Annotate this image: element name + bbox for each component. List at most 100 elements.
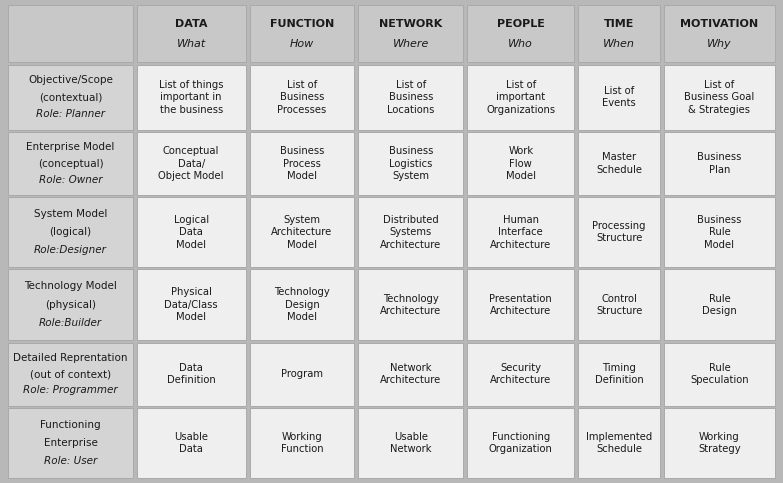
- Text: Business
Plan: Business Plan: [697, 152, 742, 175]
- Bar: [664, 343, 775, 406]
- Bar: [250, 132, 355, 195]
- Text: Master
Schedule: Master Schedule: [596, 152, 642, 175]
- Text: System
Architecture
Model: System Architecture Model: [272, 215, 333, 250]
- Text: Technology
Design
Model: Technology Design Model: [274, 287, 330, 322]
- Bar: [467, 198, 575, 267]
- Text: Who: Who: [508, 39, 533, 49]
- Text: (logical): (logical): [49, 227, 92, 237]
- Text: MOTIVATION: MOTIVATION: [680, 19, 759, 29]
- Bar: [9, 132, 132, 195]
- Bar: [250, 198, 355, 267]
- Bar: [664, 198, 775, 267]
- Text: (physical): (physical): [45, 300, 96, 310]
- Text: System Model: System Model: [34, 209, 107, 219]
- Bar: [359, 132, 464, 195]
- Text: How: How: [290, 39, 314, 49]
- Text: Role: Programmer: Role: Programmer: [23, 385, 117, 396]
- Text: Role:Designer: Role:Designer: [34, 245, 107, 255]
- Text: Presentation
Architecture: Presentation Architecture: [489, 294, 552, 316]
- Text: Technology
Architecture: Technology Architecture: [380, 294, 442, 316]
- Bar: [664, 408, 775, 478]
- Bar: [250, 408, 355, 478]
- Bar: [467, 343, 575, 406]
- Text: Conceptual
Data/
Object Model: Conceptual Data/ Object Model: [158, 146, 224, 181]
- Text: List of
Business
Processes: List of Business Processes: [277, 80, 327, 114]
- Text: NETWORK: NETWORK: [379, 19, 442, 29]
- Bar: [137, 5, 246, 62]
- Bar: [467, 65, 575, 130]
- Bar: [467, 132, 575, 195]
- Text: Control
Structure: Control Structure: [596, 294, 642, 316]
- Bar: [579, 132, 660, 195]
- Text: Distributed
Systems
Architecture: Distributed Systems Architecture: [380, 215, 442, 250]
- Bar: [359, 343, 464, 406]
- Bar: [137, 408, 246, 478]
- Bar: [359, 5, 464, 62]
- Bar: [137, 132, 246, 195]
- Bar: [9, 65, 132, 130]
- Bar: [579, 198, 660, 267]
- Bar: [250, 269, 355, 341]
- Bar: [250, 65, 355, 130]
- Text: Human
Interface
Architecture: Human Interface Architecture: [490, 215, 551, 250]
- Text: Role: User: Role: User: [44, 456, 97, 466]
- Bar: [359, 198, 464, 267]
- Text: Physical
Data/Class
Model: Physical Data/Class Model: [164, 287, 218, 322]
- Bar: [359, 408, 464, 478]
- Text: Enterprise Model: Enterprise Model: [27, 142, 114, 152]
- Bar: [664, 65, 775, 130]
- Text: DATA: DATA: [175, 19, 207, 29]
- Text: Where: Where: [392, 39, 429, 49]
- Text: Logical
Data
Model: Logical Data Model: [174, 215, 209, 250]
- Text: List of things
important in
the business: List of things important in the business: [159, 80, 223, 114]
- Text: Role:Builder: Role:Builder: [39, 318, 102, 328]
- Text: FUNCTION: FUNCTION: [270, 19, 334, 29]
- Bar: [664, 269, 775, 341]
- Bar: [359, 269, 464, 341]
- Text: Detailed Reprentation: Detailed Reprentation: [13, 353, 128, 363]
- Bar: [137, 269, 246, 341]
- Bar: [664, 132, 775, 195]
- Bar: [664, 5, 775, 62]
- Text: Business
Process
Model: Business Process Model: [280, 146, 324, 181]
- Bar: [250, 5, 355, 62]
- Text: Work
Flow
Model: Work Flow Model: [506, 146, 536, 181]
- Text: List of
important
Organizations: List of important Organizations: [486, 80, 555, 114]
- Text: Network
Architecture: Network Architecture: [380, 363, 442, 385]
- Text: TIME: TIME: [604, 19, 634, 29]
- Bar: [9, 5, 132, 62]
- Text: Role: Owner: Role: Owner: [38, 175, 103, 185]
- Text: Timing
Definition: Timing Definition: [595, 363, 644, 385]
- Bar: [137, 343, 246, 406]
- Text: Enterprise: Enterprise: [44, 438, 97, 448]
- Bar: [9, 269, 132, 341]
- Text: Working
Strategy: Working Strategy: [698, 432, 741, 454]
- Text: What: What: [176, 39, 206, 49]
- Text: Technology Model: Technology Model: [24, 282, 117, 291]
- Bar: [579, 5, 660, 62]
- Text: Business
Logistics
System: Business Logistics System: [388, 146, 433, 181]
- Text: Functioning
Organization: Functioning Organization: [489, 432, 553, 454]
- Bar: [579, 343, 660, 406]
- Bar: [137, 198, 246, 267]
- Text: (contextual): (contextual): [39, 92, 102, 102]
- Text: Processing
Structure: Processing Structure: [593, 221, 646, 243]
- Text: Rule
Speculation: Rule Speculation: [690, 363, 749, 385]
- Text: Business
Rule
Model: Business Rule Model: [697, 215, 742, 250]
- Text: List of
Business
Locations: List of Business Locations: [387, 80, 435, 114]
- Bar: [467, 269, 575, 341]
- Text: Usable
Data: Usable Data: [174, 432, 208, 454]
- Bar: [579, 408, 660, 478]
- Bar: [579, 65, 660, 130]
- Bar: [137, 65, 246, 130]
- Text: Working
Function: Working Function: [281, 432, 323, 454]
- Text: List of
Business Goal
& Strategies: List of Business Goal & Strategies: [684, 80, 755, 114]
- Text: (out of context): (out of context): [30, 369, 111, 379]
- Bar: [359, 65, 464, 130]
- Bar: [579, 269, 660, 341]
- Text: Role: Planner: Role: Planner: [36, 109, 105, 119]
- Text: Data
Definition: Data Definition: [167, 363, 215, 385]
- Bar: [250, 343, 355, 406]
- Text: Why: Why: [707, 39, 731, 49]
- Text: Rule
Design: Rule Design: [702, 294, 737, 316]
